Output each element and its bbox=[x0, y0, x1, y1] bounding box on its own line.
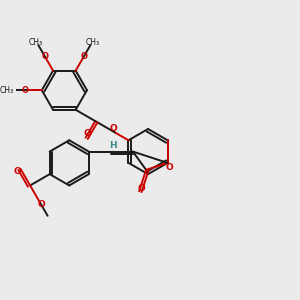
Text: CH₃: CH₃ bbox=[28, 38, 43, 47]
Text: O: O bbox=[83, 129, 91, 138]
Text: H: H bbox=[109, 141, 116, 150]
Text: O: O bbox=[14, 167, 21, 176]
Text: O: O bbox=[138, 184, 146, 193]
Text: O: O bbox=[41, 52, 49, 61]
Text: O: O bbox=[109, 124, 117, 133]
Text: O: O bbox=[80, 52, 87, 61]
Text: O: O bbox=[38, 200, 46, 209]
Text: CH₃: CH₃ bbox=[86, 38, 100, 47]
Text: CH₃: CH₃ bbox=[0, 86, 14, 95]
Text: O: O bbox=[166, 164, 173, 172]
Text: O: O bbox=[22, 86, 29, 95]
